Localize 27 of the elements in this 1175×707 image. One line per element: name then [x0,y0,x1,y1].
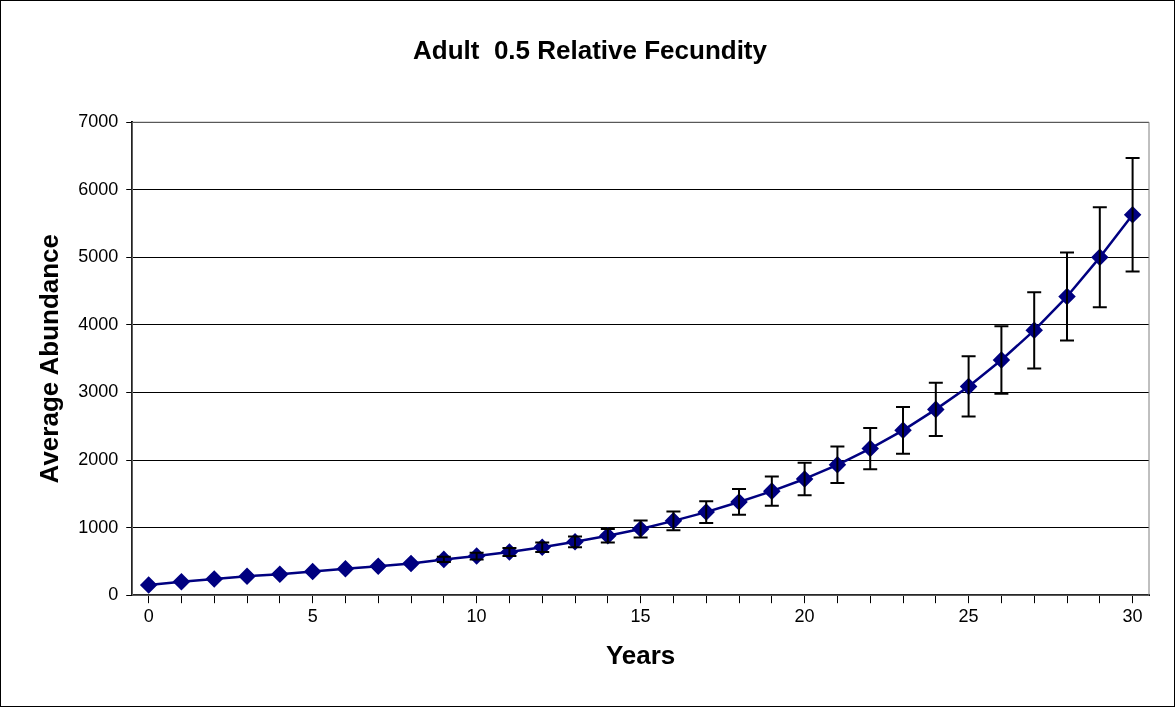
point [205,570,223,588]
x-tick-label: 25 [958,605,979,626]
point [271,566,289,583]
x-tick-label: 15 [630,605,651,626]
point [304,563,321,580]
point [238,568,256,585]
x-tick-label: 10 [466,605,487,626]
x-axis-title: Years [605,639,676,670]
y-tick-label: 5000 [78,246,119,267]
y-tick-label: 1000 [78,516,119,537]
y-tick-label: 2000 [78,449,119,470]
x-tick-label: 0 [143,605,154,626]
point [173,573,190,590]
point [402,555,420,572]
y-tick-label: 7000 [78,111,119,132]
y-axis-title: Average Abundance [33,233,64,484]
y-tick-label: 3000 [78,381,119,402]
x-tick-label: 20 [794,605,815,626]
point [369,557,387,575]
y-tick-label: 0 [108,584,119,605]
point [140,576,157,594]
x-tick-label: 5 [307,605,318,626]
y-tick-label: 6000 [78,178,119,199]
x-tick-label: 30 [1122,605,1143,626]
chart-title: Adult 0.5 Relative Fecundity [413,34,768,65]
point [337,560,354,578]
y-tick-label: 4000 [78,313,119,334]
